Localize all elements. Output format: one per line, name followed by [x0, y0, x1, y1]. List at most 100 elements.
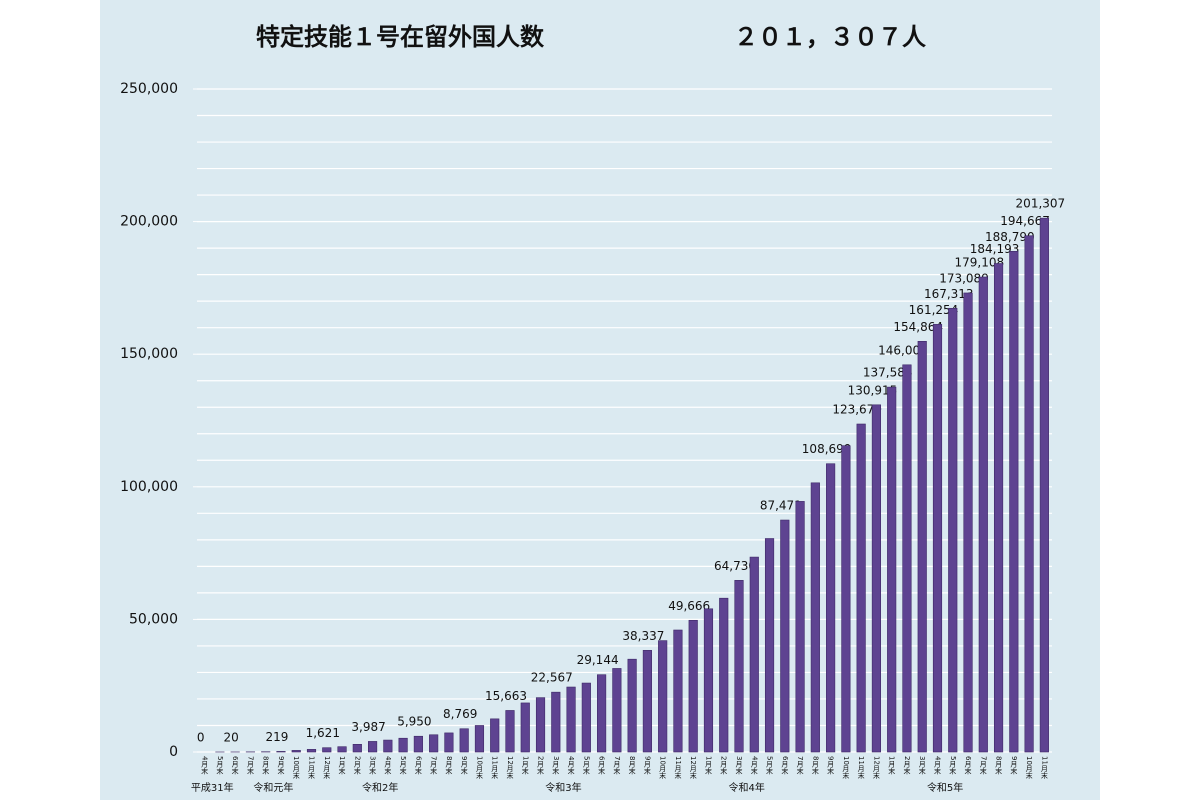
x-tick-label: 6月末	[231, 756, 239, 776]
x-tick-label: 10月末	[475, 756, 483, 780]
bar	[581, 682, 591, 753]
x-tick-label: 4月末	[567, 756, 575, 776]
value-label: 154,864	[893, 320, 943, 334]
bar	[368, 741, 378, 753]
value-label: 0	[197, 731, 205, 745]
bar	[444, 732, 454, 753]
x-tick-label: 6月末	[414, 756, 422, 776]
x-tick-label: 11月末	[1040, 756, 1048, 780]
period-label: 令和4年	[728, 781, 764, 794]
x-tick-label: 7月末	[430, 756, 438, 776]
x-tick-label: 6月末	[781, 756, 789, 776]
bar	[276, 751, 286, 753]
bar	[917, 341, 927, 753]
x-tick-label: 9月末	[460, 756, 468, 776]
bar	[795, 501, 805, 753]
bar	[749, 556, 759, 753]
value-label: 20	[224, 730, 239, 744]
y-tick-label: 50,000	[129, 611, 178, 627]
x-tick-label: 10月末	[1025, 756, 1033, 780]
bar	[398, 737, 408, 753]
value-label: 123,679	[832, 403, 882, 417]
bar	[902, 364, 912, 753]
bar	[1039, 217, 1049, 753]
x-tick-label: 11月末	[308, 756, 316, 780]
bar	[490, 718, 500, 753]
value-label: 161,254	[909, 303, 959, 317]
period-label: 令和3年	[545, 781, 581, 794]
value-label: 29,144	[577, 653, 619, 667]
bar	[734, 580, 744, 753]
x-tick-label: 8月末	[628, 756, 636, 776]
y-tick-label: 250,000	[120, 81, 178, 97]
bar	[826, 463, 836, 753]
bar	[642, 650, 652, 753]
x-tick-label: 8月末	[811, 756, 819, 776]
value-label: 184,193	[970, 242, 1020, 256]
x-tick-label: 3月末	[552, 756, 560, 776]
value-label: 146,002	[878, 343, 928, 357]
bar	[978, 276, 988, 753]
x-tick-label: 12月末	[323, 756, 331, 780]
bar	[871, 404, 881, 753]
x-tick-label: 10月末	[292, 756, 300, 780]
x-tick-label: 4月末	[201, 756, 209, 776]
bar	[566, 686, 576, 753]
bar	[673, 629, 683, 753]
bar	[841, 445, 851, 753]
bar	[780, 519, 790, 753]
value-label: 5,950	[397, 715, 431, 729]
value-label: 1,621	[306, 726, 340, 740]
bar	[703, 608, 714, 753]
bar	[291, 750, 301, 753]
x-tick-label: 5月末	[766, 756, 774, 776]
x-tick-label: 9月末	[827, 756, 835, 776]
bar	[383, 739, 393, 753]
value-label: 137,588	[863, 366, 913, 380]
bar	[948, 307, 958, 753]
bar	[429, 734, 439, 753]
x-tick-label: 7月末	[979, 756, 987, 776]
value-label: 130,915	[848, 383, 898, 397]
bar	[688, 619, 698, 753]
x-tick-label: 4月末	[384, 756, 392, 776]
x-tick-label: 12月末	[689, 756, 697, 780]
x-tick-label: 8月末	[262, 756, 270, 776]
x-tick-label: 4月末	[750, 756, 758, 776]
y-tick-label: 100,000	[120, 479, 178, 495]
x-tick-label: 2月末	[537, 756, 545, 776]
period-label: 令和元年	[253, 781, 293, 794]
bar	[932, 324, 943, 753]
value-label: 108,699	[802, 442, 852, 456]
value-label: 15,663	[485, 689, 527, 703]
x-tick-label: 3月末	[918, 756, 926, 776]
value-label: 188,790	[985, 230, 1035, 244]
bar	[658, 640, 668, 753]
x-tick-label: 1月末	[704, 756, 712, 776]
bar	[459, 728, 469, 753]
y-tick-label: 0	[169, 744, 178, 760]
period-label: 令和2年	[362, 781, 398, 794]
bar	[352, 744, 362, 753]
value-label: 38,337	[622, 629, 664, 643]
y-tick-label: 200,000	[120, 214, 178, 230]
period-label: 令和5年	[927, 781, 963, 794]
bar	[1024, 235, 1034, 753]
value-label: 201,307	[1016, 197, 1066, 211]
x-tick-label: 2月末	[720, 756, 728, 776]
x-tick-label: 10月末	[659, 756, 667, 780]
x-tick-label: 11月末	[674, 756, 682, 780]
x-tick-label: 5月末	[582, 756, 590, 776]
x-tick-label: 10月末	[842, 756, 850, 780]
bar	[551, 691, 561, 753]
x-tick-label: 9月末	[643, 756, 651, 776]
value-label: 173,089	[939, 271, 989, 285]
x-tick-label: 7月末	[796, 756, 804, 776]
bar	[306, 749, 317, 753]
x-tick-label: 3月末	[369, 756, 377, 776]
x-tick-label: 11月末	[491, 756, 499, 780]
chart-total: ２０１，３０７人	[734, 23, 926, 51]
x-tick-label: 8月末	[445, 756, 453, 776]
x-tick-label: 4月末	[933, 756, 941, 776]
